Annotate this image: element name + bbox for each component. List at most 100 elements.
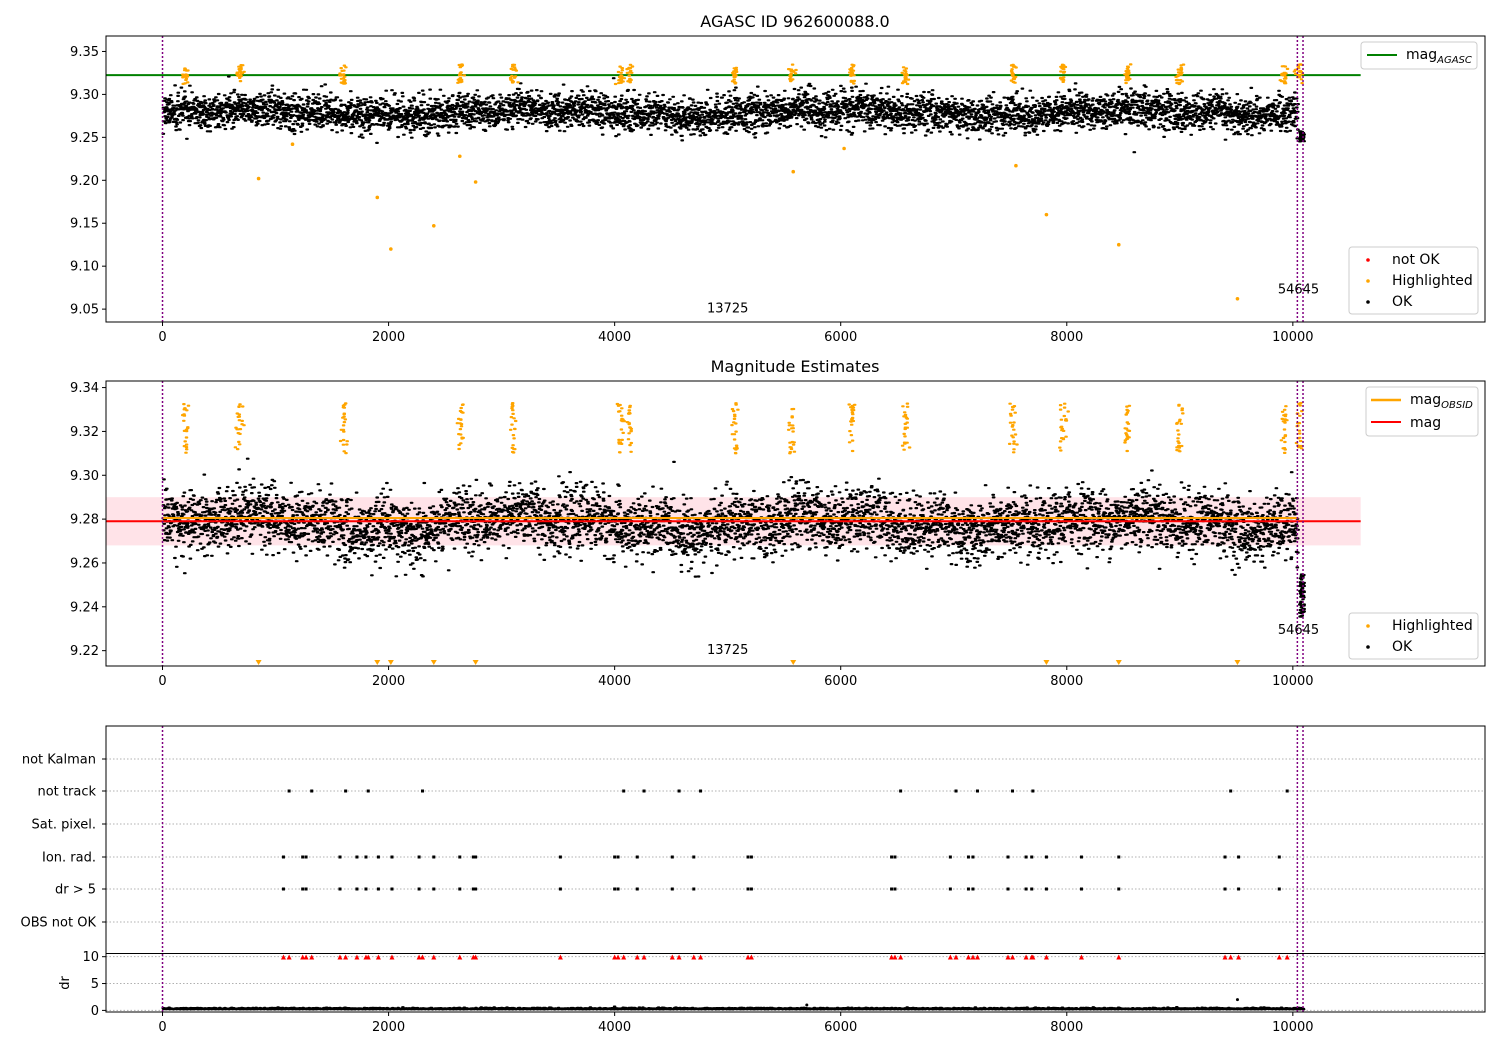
y-tick-label: 9.20: [70, 174, 99, 189]
dr-clipped-marker: [1228, 954, 1234, 960]
flag-marker: [613, 855, 617, 859]
dr-clipped-marker: [557, 954, 563, 960]
flag-marker: [338, 887, 342, 891]
legend-ok: OK: [1392, 294, 1413, 310]
dr-clipped-marker: [634, 954, 640, 960]
flag-marker: [749, 855, 753, 859]
flag-marker: [474, 855, 478, 859]
flag-marker: [1006, 855, 1010, 859]
flag-marker: [458, 887, 462, 891]
flag-marker: [1079, 855, 1083, 859]
flag-label: not track: [37, 785, 96, 800]
flag-marker: [670, 855, 674, 859]
flag-marker: [390, 855, 394, 859]
dr-clipped-marker: [1284, 954, 1290, 960]
flag-marker: [390, 887, 394, 891]
flag-label: Sat. pixel.: [32, 818, 96, 833]
clipped-marker: [430, 660, 437, 665]
highlighted-outlier: [842, 146, 846, 151]
dr-clipped-marker: [898, 954, 904, 960]
dr-clipped-marker: [286, 954, 292, 960]
y-tick-label: 9.10: [70, 260, 99, 275]
dr-clipped-marker: [748, 954, 754, 960]
flag-marker: [890, 887, 894, 891]
highlighted-outlier: [1235, 297, 1240, 301]
flag-marker: [670, 887, 674, 891]
panel-2-line-legend: magOBSID mag: [1365, 386, 1479, 437]
legend-not-ok: not OK: [1392, 252, 1440, 268]
x-tick-label: 4000: [598, 1020, 631, 1035]
highlighted-outlier: [457, 154, 462, 159]
y-tick-label: 9.30: [70, 469, 99, 484]
dr-clipped-marker: [431, 954, 437, 960]
obsid-label: 54645: [1278, 623, 1319, 638]
dr-clipped-marker: [615, 954, 621, 960]
flag-marker: [893, 887, 897, 891]
dr-clipped-marker: [473, 954, 479, 960]
flag-marker: [432, 855, 436, 859]
flag-marker: [558, 855, 562, 859]
flag-marker: [622, 789, 626, 793]
y-tick-label: 9.24: [70, 600, 99, 615]
x-tick-label: 10000: [1272, 674, 1313, 689]
flag-marker: [344, 789, 348, 793]
clipped-marker: [1234, 660, 1241, 665]
svg-text:magAGASC: magAGASC: [1406, 47, 1472, 66]
flag-marker: [613, 887, 617, 891]
y-tick-label: 9.15: [70, 217, 99, 232]
panel-flags: 0 2000 4000 6000 8000 10000 not Kalman not trac…: [21, 725, 1486, 1035]
ok-points: [161, 75, 1300, 154]
flag-marker: [1006, 887, 1010, 891]
dr-clipped-marker: [309, 954, 315, 960]
y-tick-label: 10: [82, 950, 99, 965]
dr-clipped-marker: [375, 954, 381, 960]
highlighted-outlier: [389, 247, 393, 251]
flag-marker: [677, 789, 681, 793]
y-tick-label: 9.32: [70, 425, 99, 440]
flag-marker: [890, 855, 894, 859]
dr-clipped-marker: [1078, 954, 1084, 960]
dr-clipped-marker: [354, 954, 360, 960]
panel-agasc: AGASC ID 962600088.0 13725 54645 0 2000 400…: [70, 12, 1486, 345]
flag-marker: [1011, 789, 1015, 793]
flag-marker: [971, 855, 975, 859]
x-tick-label: 8000: [1050, 674, 1083, 689]
flag-marker: [471, 887, 475, 891]
x-tick-label: 10000: [1272, 330, 1313, 345]
clipped-marker: [790, 660, 797, 665]
flag-marker: [948, 887, 952, 891]
highlighted-outlier: [375, 195, 380, 200]
dr-clipped-marker: [745, 954, 751, 960]
flag-marker: [1031, 789, 1035, 793]
dr-clipped-marker: [457, 954, 463, 960]
ok-points-end: [1298, 130, 1306, 143]
flag-marker: [1044, 855, 1048, 859]
dr-clipped-marker: [300, 954, 306, 960]
dr-clipped-marker: [612, 954, 618, 960]
flag-marker: [417, 855, 421, 859]
dr-clipped-marker: [691, 954, 697, 960]
dr-clipped-marker: [280, 954, 286, 960]
x-tick-label: 2000: [372, 330, 405, 345]
obsid-label: 54645: [1278, 283, 1319, 298]
legend-mag-agasc: mag: [1406, 47, 1437, 63]
panel-2-point-legend: Highlighted OK: [1348, 612, 1479, 660]
flag-label: dr > 5: [55, 883, 96, 898]
flag-marker: [616, 855, 620, 859]
flag-marker: [971, 887, 975, 891]
flag-marker: [948, 855, 952, 859]
flag-marker: [966, 855, 970, 859]
dr-clipped-marker: [1043, 954, 1049, 960]
highlighted-outlier: [473, 180, 478, 184]
flag-marker: [975, 789, 979, 793]
flag-marker: [1030, 855, 1034, 859]
flag-marker: [1229, 789, 1233, 793]
dr-clipped-marker: [303, 954, 309, 960]
highlighted-points: [181, 63, 1305, 86]
x-tick-label: 4000: [598, 330, 631, 345]
dr-clipped-marker: [676, 954, 682, 960]
x-tick-label: 2000: [372, 674, 405, 689]
dr-clipped-marker: [1023, 954, 1029, 960]
legend-mag-obsid-sub: OBSID: [1441, 400, 1473, 411]
dr-clipped-marker: [365, 954, 371, 960]
